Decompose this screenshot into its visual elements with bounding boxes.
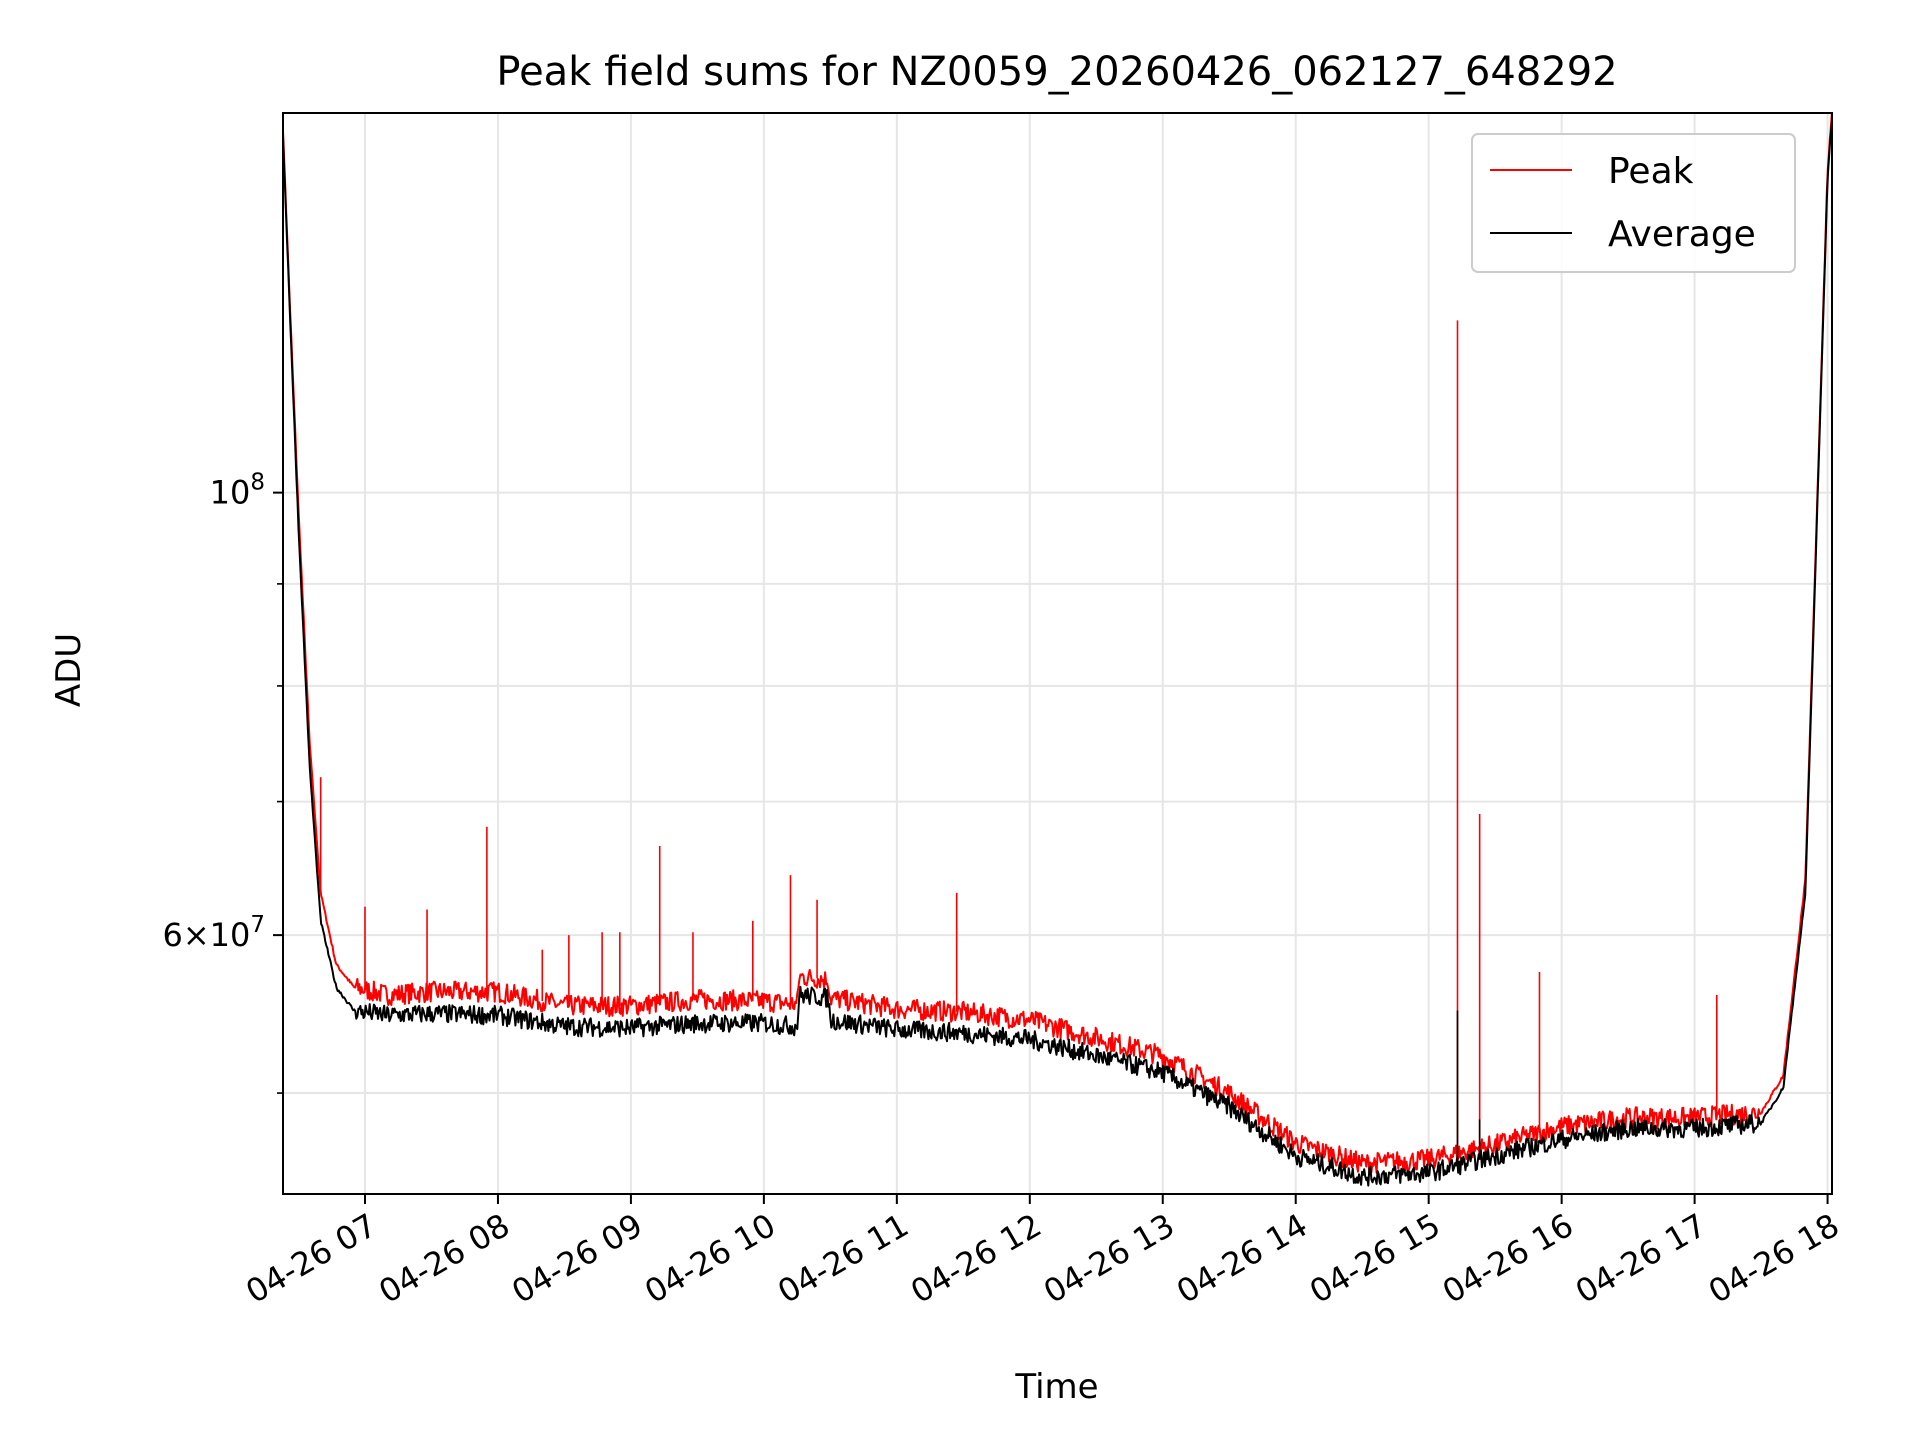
plot-area xyxy=(283,113,1832,1187)
y-tick-mantissa: 6 xyxy=(162,916,182,954)
y-tick-base: 10 xyxy=(210,916,251,954)
y-tick-base: 10 xyxy=(210,474,251,512)
grid xyxy=(283,113,1832,1194)
series-average xyxy=(283,120,1832,1187)
y-tick-exponent: 7 xyxy=(250,912,265,938)
axes-frame xyxy=(282,112,1833,1195)
legend: Peak Average xyxy=(1471,133,1796,273)
series-peak xyxy=(283,113,1832,1175)
y-tick-times: × xyxy=(183,916,210,954)
series-line-average xyxy=(283,120,1832,1187)
y-axis-label: ADU xyxy=(49,633,89,707)
legend-label-average: Average xyxy=(1608,214,1756,255)
chart-title: Peak field sums for NZ0059_20260426_0621… xyxy=(496,49,1617,95)
y-tick-label: 108 xyxy=(210,470,265,512)
series-line-peak xyxy=(283,113,1832,1175)
legend-label-peak: Peak xyxy=(1608,151,1694,192)
legend-box xyxy=(1471,133,1796,273)
y-tick-label: 6×107 xyxy=(162,912,265,954)
x-axis-label: Time xyxy=(1014,1367,1098,1407)
y-tick-exponent: 8 xyxy=(250,470,265,496)
